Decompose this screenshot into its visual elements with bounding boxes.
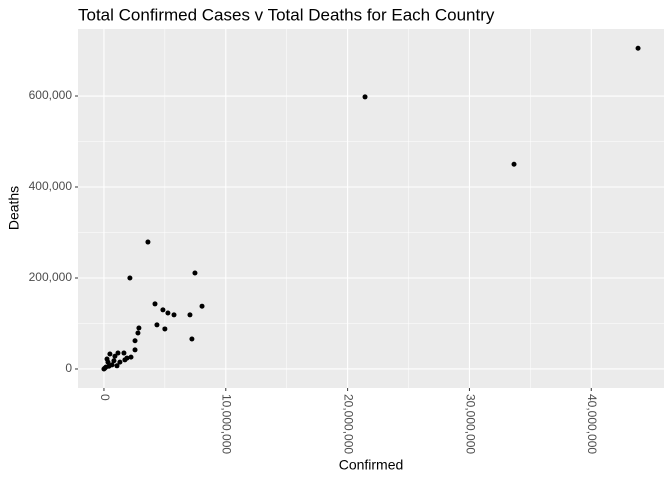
point	[132, 338, 138, 344]
point	[117, 359, 123, 365]
point	[128, 354, 134, 360]
point	[189, 336, 195, 342]
point	[635, 45, 641, 51]
point	[114, 363, 120, 369]
point	[121, 350, 127, 356]
x-tick-label: 20,000,000	[341, 394, 355, 454]
x-tick-label: 0	[98, 394, 112, 401]
point	[192, 270, 198, 276]
x-tick-label: 30,000,000	[463, 394, 477, 454]
x-axis-label: Confirmed	[339, 457, 404, 473]
y-axis-label: Deaths	[6, 186, 22, 230]
point	[132, 347, 138, 353]
x-tick-label: 40,000,000	[585, 394, 599, 454]
point	[122, 357, 128, 363]
point	[154, 322, 160, 328]
point	[162, 326, 168, 332]
point	[362, 94, 368, 100]
point	[199, 303, 205, 309]
point	[102, 365, 108, 371]
point	[152, 301, 158, 307]
y-tick-label: 0	[65, 361, 72, 375]
point	[136, 325, 142, 331]
y-tick-label: 600,000	[29, 88, 73, 102]
point	[115, 350, 121, 356]
point	[160, 307, 166, 313]
point	[135, 330, 141, 336]
point	[104, 356, 110, 362]
point	[171, 312, 177, 318]
point	[112, 353, 118, 359]
x-tick-label: 10,000,000	[220, 394, 234, 454]
y-tick-label: 400,000	[29, 179, 73, 193]
point	[145, 239, 151, 245]
point	[111, 358, 117, 364]
chart-title: Total Confirmed Cases v Total Deaths for…	[78, 5, 495, 24]
y-tick-label: 200,000	[29, 270, 73, 284]
point	[106, 363, 112, 369]
panel	[78, 29, 664, 388]
point	[187, 312, 193, 318]
point	[127, 275, 133, 281]
point	[165, 310, 171, 316]
point	[107, 351, 113, 357]
point	[511, 161, 517, 167]
